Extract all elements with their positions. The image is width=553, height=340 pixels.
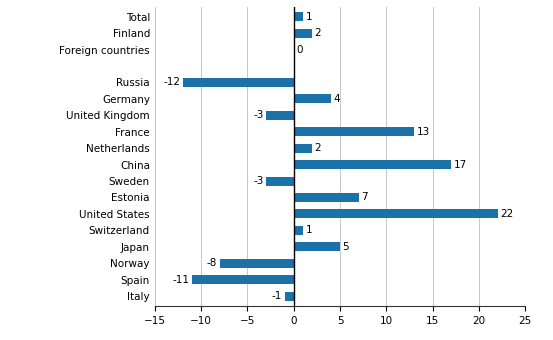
Bar: [294, 144, 312, 153]
Bar: [294, 193, 358, 202]
Bar: [294, 160, 451, 169]
Bar: [266, 111, 294, 120]
Text: 22: 22: [500, 209, 513, 219]
Bar: [294, 209, 498, 219]
Bar: [294, 12, 303, 21]
Bar: [294, 127, 414, 136]
Bar: [182, 78, 294, 87]
Text: 2: 2: [315, 143, 321, 153]
Text: 17: 17: [453, 159, 467, 170]
Text: -11: -11: [173, 275, 190, 285]
Bar: [220, 259, 294, 268]
Text: -8: -8: [207, 258, 217, 268]
Text: 1: 1: [305, 12, 312, 22]
Text: 7: 7: [361, 192, 368, 203]
Bar: [294, 45, 295, 54]
Text: 4: 4: [333, 94, 340, 104]
Bar: [294, 242, 340, 251]
Text: 2: 2: [315, 28, 321, 38]
Bar: [192, 275, 294, 284]
Bar: [294, 94, 331, 103]
Text: 0: 0: [296, 45, 302, 54]
Text: -3: -3: [253, 176, 264, 186]
Bar: [294, 226, 303, 235]
Text: 5: 5: [342, 242, 349, 252]
Text: -3: -3: [253, 110, 264, 120]
Bar: [294, 29, 312, 38]
Text: -1: -1: [272, 291, 282, 301]
Bar: [266, 176, 294, 186]
Bar: [285, 292, 294, 301]
Text: 1: 1: [305, 225, 312, 235]
Text: 13: 13: [416, 127, 430, 137]
Text: -12: -12: [163, 78, 180, 87]
